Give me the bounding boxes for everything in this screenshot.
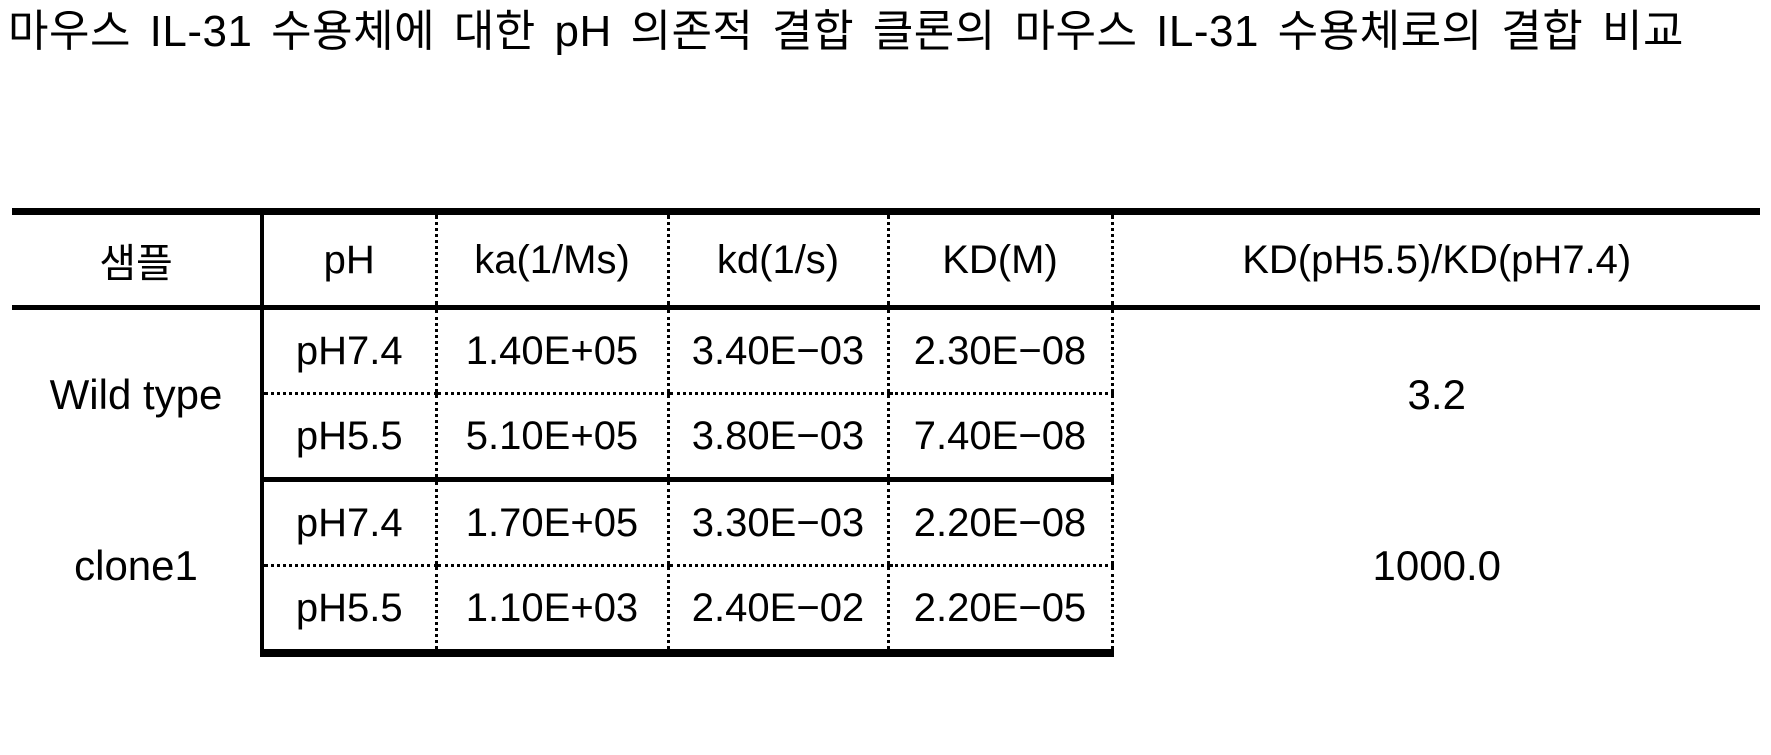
table-row: Wild type pH7.4 1.40E+05 3.40E−03 2.30E−… [12, 308, 1760, 394]
ka-cell: 1.40E+05 [436, 308, 668, 394]
ph-cell: pH5.5 [262, 394, 436, 480]
kd-cell: 3.80E−03 [668, 394, 888, 480]
binding-comparison-table: 샘플 pH ka(1/Ms) kd(1/s) KD(M) KD(pH5.5)/K… [12, 208, 1760, 657]
document-page: 마우스 IL-31 수용체에 대한 pH 의존적 결합 클론의 마우스 IL-3… [0, 0, 1771, 755]
table-row: clone1 pH7.4 1.70E+05 3.30E−03 2.20E−08 … [12, 480, 1760, 566]
column-header-KD: KD(M) [888, 212, 1112, 308]
KD-cell: 2.20E−05 [888, 566, 1112, 654]
kd-cell: 3.40E−03 [668, 308, 888, 394]
kd-cell: 3.30E−03 [668, 480, 888, 566]
page-title: 마우스 IL-31 수용체에 대한 pH 의존적 결합 클론의 마우스 IL-3… [8, 2, 1768, 62]
kd-ratio-cell: 3.2 [1112, 308, 1760, 480]
sample-name-cell: clone1 [12, 480, 262, 654]
ph-cell: pH7.4 [262, 308, 436, 394]
ka-cell: 1.10E+03 [436, 566, 668, 654]
ph-cell: pH7.4 [262, 480, 436, 566]
column-header-kd: kd(1/s) [668, 212, 888, 308]
kd-cell: 2.40E−02 [668, 566, 888, 654]
column-header-kd-ratio: KD(pH5.5)/KD(pH7.4) [1112, 212, 1760, 308]
KD-cell: 2.20E−08 [888, 480, 1112, 566]
column-header-ka: ka(1/Ms) [436, 212, 668, 308]
column-header-sample: 샘플 [12, 212, 262, 308]
KD-cell: 2.30E−08 [888, 308, 1112, 394]
KD-cell: 7.40E−08 [888, 394, 1112, 480]
ka-cell: 5.10E+05 [436, 394, 668, 480]
kd-ratio-cell: 1000.0 [1112, 480, 1760, 654]
column-header-ph: pH [262, 212, 436, 308]
sample-name-cell: Wild type [12, 308, 262, 480]
table-header-row: 샘플 pH ka(1/Ms) kd(1/s) KD(M) KD(pH5.5)/K… [12, 212, 1760, 308]
ka-cell: 1.70E+05 [436, 480, 668, 566]
binding-comparison-table-wrapper: 샘플 pH ka(1/Ms) kd(1/s) KD(M) KD(pH5.5)/K… [12, 208, 1760, 657]
ph-cell: pH5.5 [262, 566, 436, 654]
